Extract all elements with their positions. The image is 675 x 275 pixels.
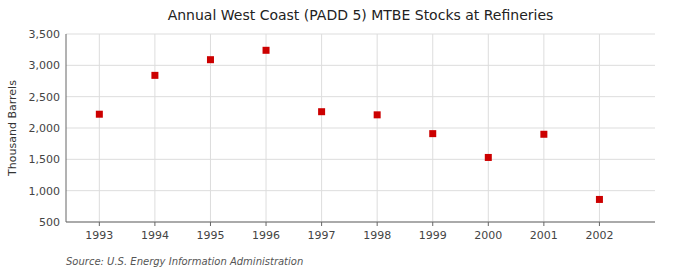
point — [374, 111, 381, 118]
point — [596, 196, 603, 203]
x-tick-mark — [432, 222, 433, 226]
x-tick-mark — [321, 222, 322, 226]
x-tick-label: 1999 — [419, 229, 447, 242]
x-tick-mark — [599, 222, 600, 226]
title: Annual West Coast (PADD 5) MTBE Stocks a… — [168, 7, 554, 23]
x-grid-line — [599, 34, 600, 222]
source-note: Source: U.S. Energy Information Administ… — [66, 256, 303, 267]
x-tick-label: 1998 — [363, 229, 391, 242]
y-axis-line — [66, 34, 67, 222]
grid — [66, 34, 655, 222]
y-grid-line — [66, 34, 655, 35]
x-grid-line — [154, 34, 155, 222]
x-tick-label: 1995 — [196, 229, 224, 242]
x-tick-mark — [266, 222, 267, 226]
y-grid-line — [66, 65, 655, 66]
x-grid-line — [99, 34, 100, 222]
point — [207, 56, 214, 63]
point — [429, 130, 436, 137]
x-tick-mark — [543, 222, 544, 226]
x-tick-label: 2002 — [585, 229, 613, 242]
x-tick-mark — [154, 222, 155, 226]
y-grid-line — [66, 96, 655, 97]
y-grid-line — [66, 128, 655, 129]
point — [96, 111, 103, 118]
x-tick-mark — [210, 222, 211, 226]
x-tick-label: 1997 — [308, 229, 336, 242]
y-tick-label: 3,500 — [29, 28, 61, 41]
x-tick-label: 1993 — [85, 229, 113, 242]
y-tick-label: 2,500 — [29, 91, 61, 104]
point — [485, 154, 492, 161]
point — [151, 72, 158, 79]
x-grid-line — [488, 34, 489, 222]
y-tick-label: 2,000 — [29, 122, 61, 135]
y-tick-label: 1,000 — [29, 185, 61, 198]
x-tick-label: 2000 — [474, 229, 502, 242]
x-tick-label: 1994 — [141, 229, 169, 242]
y-axis-label: Thousand Barrels — [6, 80, 19, 177]
x-axis-line — [66, 222, 655, 223]
x-tick-mark — [377, 222, 378, 226]
x-grid-line — [432, 34, 433, 222]
y-grid-line — [66, 159, 655, 160]
y-tick-label: 1,500 — [29, 153, 61, 166]
x-tick-mark — [99, 222, 100, 226]
points — [96, 47, 603, 203]
x-tick-label: 1996 — [252, 229, 280, 242]
y-tick-label: 500 — [39, 216, 60, 229]
x-tick-label: 2001 — [530, 229, 558, 242]
y-tick-label: 3,000 — [29, 59, 61, 72]
point — [540, 131, 547, 138]
y-grid-line — [66, 190, 655, 191]
point — [318, 108, 325, 115]
x-grid-line — [321, 34, 322, 222]
chart-container: 500 1,000 1,500 2,000 2,500 3,000 3,500 1993 199… — [0, 0, 675, 275]
axes: 500 1,000 1,500 2,000 2,500 3,000 3,500 1993 199… — [29, 28, 656, 242]
chart-svg: 500 1,000 1,500 2,000 2,500 3,000 3,500 1993 199… — [0, 0, 675, 275]
x-grid-line — [543, 34, 544, 222]
x-grid-line — [266, 34, 267, 222]
point — [263, 47, 270, 54]
x-grid-line — [377, 34, 378, 222]
x-tick-mark — [488, 222, 489, 226]
y-grid-line — [66, 222, 655, 223]
